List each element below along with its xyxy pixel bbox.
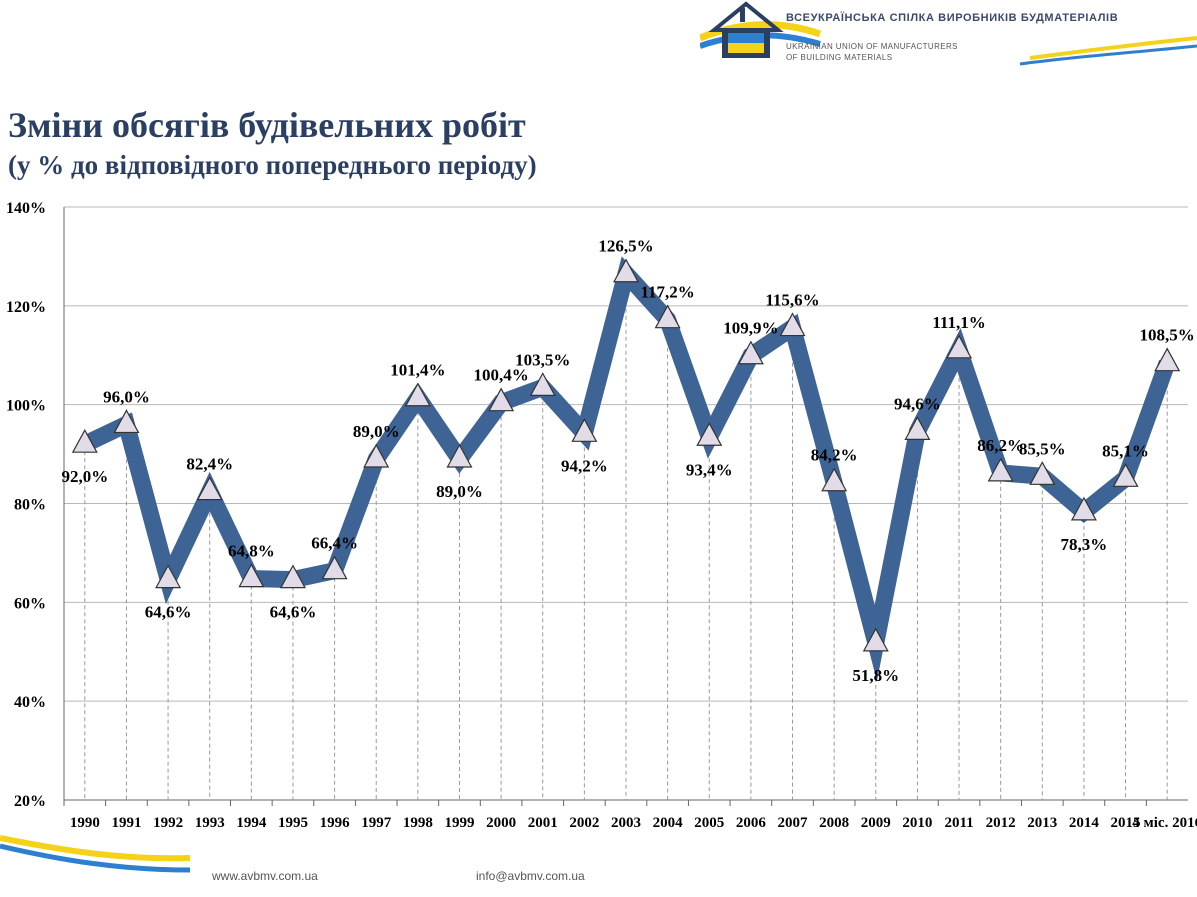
x-tick-label: 2013 — [1027, 815, 1057, 831]
x-tick-label: 2004 — [653, 815, 684, 831]
data-point-marker — [1029, 461, 1056, 485]
data-point-marker — [488, 387, 515, 412]
data-point-marker — [71, 428, 98, 453]
y-tick-label: 120% — [6, 299, 46, 316]
data-label: 94,2% — [561, 456, 608, 475]
chart-title: Зміни обсягів будівельних робіт — [8, 105, 526, 145]
data-point-marker — [363, 443, 390, 468]
x-tick-label: 2008 — [819, 815, 849, 831]
house-logo-icon — [708, 1, 784, 58]
data-point-marker — [737, 340, 764, 365]
data-point-marker — [321, 555, 348, 580]
y-tick-label: 40% — [14, 694, 46, 711]
data-point-marker — [612, 258, 640, 283]
y-tick-label: 20% — [14, 793, 46, 810]
x-tick-label: 1999 — [444, 815, 474, 831]
data-point-marker — [821, 467, 848, 492]
y-tick-label: 60% — [14, 595, 46, 612]
x-tick-label: 2014 — [1069, 815, 1100, 831]
y-tick-label: 80% — [14, 497, 46, 514]
data-point-marker — [1112, 463, 1139, 487]
data-point-marker — [654, 304, 681, 329]
x-tick-label: 2002 — [569, 815, 599, 831]
data-point-marker — [946, 334, 973, 359]
x-tick-label: 2000 — [486, 815, 516, 831]
data-label: 109,9% — [723, 319, 778, 338]
data-label: 126,5% — [598, 237, 653, 256]
data-label: 64,8% — [228, 542, 275, 561]
x-tick-label: 2005 — [694, 815, 724, 831]
org-name-en-line2: OF BUILDING MATERIALS — [786, 53, 893, 62]
data-label: 82,4% — [186, 455, 233, 474]
x-tick-label: 1997 — [361, 815, 392, 831]
data-label: 115,6% — [765, 291, 819, 310]
org-name-en-line1: UKRAINIAN UNION OF MANUFACTURERS — [786, 42, 958, 51]
org-name-uk: ВСЕУКРАЇНСЬКА СПІЛКА ВИРОБНИКІВ БУДМАТЕР… — [786, 12, 1119, 24]
data-label: 89,0% — [436, 482, 483, 501]
x-tick-label: 1994 — [236, 815, 267, 831]
x-tick-label: 1991 — [111, 815, 141, 831]
data-point-marker — [238, 563, 265, 588]
data-label: 101,4% — [390, 361, 445, 380]
x-tick-label: 1996 — [320, 815, 351, 831]
data-label: 89,0% — [353, 422, 400, 441]
data-point-marker — [113, 409, 140, 434]
data-point-marker — [987, 457, 1014, 482]
data-label: 85,5% — [1019, 439, 1066, 458]
x-tick-label: 1998 — [403, 815, 433, 831]
chart-subtitle: (у % до відповідного попереднього період… — [8, 150, 537, 180]
data-label: 93,4% — [686, 460, 733, 479]
data-label: 85,1% — [1102, 441, 1149, 460]
data-label: 78,3% — [1061, 535, 1108, 554]
x-tick-label: 2015 — [1111, 815, 1141, 831]
y-tick-label: 100% — [6, 398, 46, 415]
data-label: 103,5% — [515, 350, 570, 369]
footer-swoosh — [0, 835, 191, 873]
x-tick-label: 1990 — [70, 815, 100, 831]
data-label: 108,5% — [1140, 326, 1195, 345]
x-tick-label: 2003 — [611, 815, 641, 831]
x-tick-label: 2007 — [778, 815, 809, 831]
data-label: 92,0% — [61, 467, 108, 486]
data-point-marker — [279, 564, 306, 589]
data-label: 64,6% — [145, 603, 192, 622]
x-tick-label: 2009 — [861, 815, 891, 831]
footer-website[interactable]: www.avbmv.com.ua — [212, 869, 318, 883]
data-point-marker — [1070, 496, 1097, 521]
data-point-marker — [196, 476, 223, 501]
data-label: 111,1% — [932, 313, 985, 332]
data-point-marker — [1154, 347, 1181, 372]
data-label: 96,0% — [103, 387, 150, 406]
data-label: 84,2% — [811, 446, 858, 465]
x-tick-label: 2001 — [528, 815, 558, 831]
x-tick-label: 1992 — [153, 815, 183, 831]
data-point-marker — [446, 443, 473, 468]
x-tick-label: 2012 — [986, 815, 1016, 831]
data-label: 86,2% — [977, 436, 1024, 455]
x-tick-label: 2010 — [902, 815, 932, 831]
data-label: 64,6% — [270, 603, 317, 622]
data-point-marker — [404, 382, 431, 407]
data-label: 117,2% — [640, 283, 694, 302]
data-label: 100,4% — [473, 366, 528, 385]
header-banner — [700, 1, 1197, 66]
x-tick-label: 1993 — [195, 815, 225, 831]
data-label: 66,4% — [311, 534, 358, 553]
data-label: 51,8% — [852, 666, 899, 685]
data-point-marker — [779, 312, 806, 337]
x-tick-label: 1995 — [278, 815, 308, 831]
data-point-marker — [904, 416, 931, 440]
x-tick-label: 2011 — [944, 815, 973, 831]
data-point-marker — [571, 418, 598, 442]
y-tick-label: 140% — [6, 200, 46, 217]
data-point-marker — [529, 372, 556, 396]
footer-email[interactable]: info@avbmv.com.ua — [476, 869, 585, 883]
data-label: 94,6% — [894, 394, 941, 413]
data-point-marker — [696, 422, 723, 446]
data-point-marker — [155, 564, 182, 589]
x-tick-label: 2006 — [736, 815, 767, 831]
data-point-marker — [862, 627, 889, 652]
x-tick-label: 4 міс. 2016 — [1132, 815, 1197, 831]
